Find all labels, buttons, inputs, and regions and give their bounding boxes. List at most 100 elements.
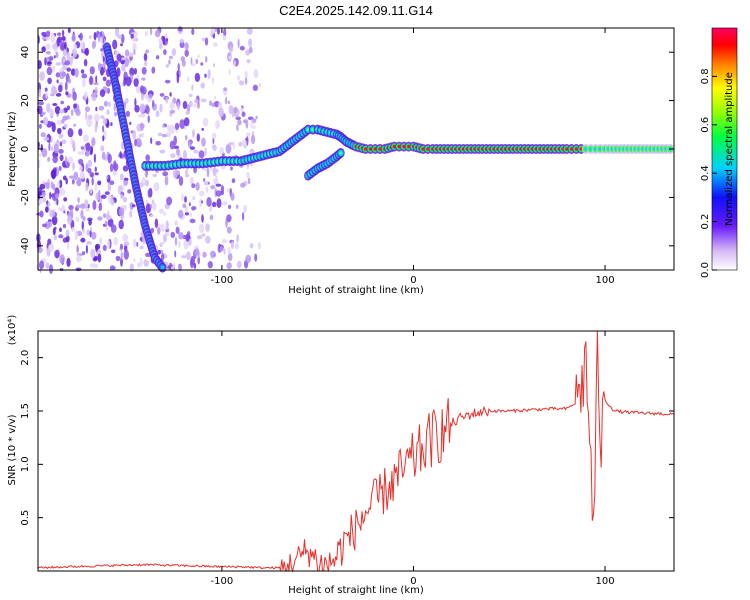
noise-speckle bbox=[87, 114, 93, 120]
x-tick-label: 100 bbox=[595, 576, 614, 587]
noise-speckle bbox=[73, 103, 77, 109]
track-point-core bbox=[598, 147, 602, 151]
noise-speckle bbox=[201, 137, 206, 147]
noise-speckle bbox=[41, 31, 47, 37]
snr-panel: -100 0 100 0.5 1.0 1.5 2.0 Height of straight … bbox=[7, 315, 675, 596]
noise-speckle bbox=[81, 149, 85, 155]
noise-speckle bbox=[165, 96, 169, 104]
noise-speckle bbox=[165, 220, 169, 231]
noise-speckle bbox=[95, 243, 101, 250]
noise-speckle bbox=[100, 194, 107, 199]
noise-speckle bbox=[66, 67, 72, 72]
noise-speckle bbox=[50, 32, 56, 43]
noise-speckle bbox=[187, 231, 191, 237]
noise-speckle bbox=[45, 43, 51, 50]
noise-speckle bbox=[59, 254, 65, 264]
noise-speckle bbox=[85, 244, 88, 254]
noise-speckle bbox=[53, 143, 59, 154]
track-point-core bbox=[392, 144, 396, 149]
noise-speckle bbox=[245, 119, 249, 129]
noise-speckle bbox=[124, 57, 130, 68]
noise-speckle bbox=[169, 55, 173, 60]
noise-speckle bbox=[244, 77, 248, 85]
noise-speckle bbox=[178, 232, 184, 240]
noise-speckle bbox=[114, 27, 120, 37]
noise-speckle bbox=[185, 212, 189, 216]
x-tick-label: 100 bbox=[595, 275, 614, 286]
noise-speckle bbox=[59, 179, 63, 189]
noise-speckle bbox=[233, 106, 238, 114]
noise-speckle bbox=[82, 216, 86, 222]
noise-speckle bbox=[225, 143, 232, 154]
noise-speckle bbox=[210, 185, 216, 190]
noise-speckle bbox=[134, 105, 140, 113]
noise-speckle bbox=[147, 189, 151, 198]
noise-speckle bbox=[246, 132, 251, 137]
noise-speckle bbox=[241, 140, 247, 146]
noise-speckle bbox=[41, 148, 48, 158]
noise-speckle bbox=[62, 115, 68, 121]
noise-speckle bbox=[223, 87, 228, 91]
noise-speckle bbox=[43, 182, 50, 186]
noise-speckle bbox=[55, 72, 60, 78]
noise-speckle bbox=[42, 223, 47, 228]
noise-speckle bbox=[70, 68, 76, 76]
noise-speckle bbox=[93, 153, 96, 163]
noise-speckle bbox=[197, 54, 200, 59]
noise-speckle bbox=[155, 110, 160, 118]
noise-speckle bbox=[169, 109, 176, 114]
noise-speckle bbox=[148, 93, 153, 99]
noise-speckle bbox=[120, 43, 123, 47]
noise-speckle bbox=[74, 230, 78, 241]
noise-speckle bbox=[65, 156, 68, 166]
noise-speckle bbox=[76, 254, 81, 263]
noise-speckle bbox=[86, 229, 90, 236]
noise-speckle bbox=[165, 131, 172, 138]
noise-speckle bbox=[132, 238, 137, 248]
noise-speckle bbox=[105, 79, 112, 87]
noise-speckle bbox=[152, 99, 155, 108]
noise-speckle bbox=[228, 204, 231, 209]
track-point-core bbox=[569, 147, 574, 151]
colorbar-gradient bbox=[711, 27, 738, 271]
noise-speckle bbox=[159, 43, 163, 50]
colorbar: 0.0 0.2 0.4 0.6 0.8 Normalized spectral ampl… bbox=[700, 27, 738, 278]
noise-speckle bbox=[185, 110, 190, 115]
noise-speckle bbox=[155, 140, 162, 146]
noise-speckle bbox=[193, 262, 197, 269]
noise-speckle bbox=[61, 65, 68, 71]
noise-speckle bbox=[71, 179, 75, 185]
noise-speckle bbox=[106, 109, 110, 115]
noise-speckle bbox=[86, 117, 93, 128]
noise-speckle bbox=[212, 201, 217, 208]
noise-speckle bbox=[58, 149, 64, 154]
noise-speckle bbox=[86, 149, 89, 157]
noise-speckle bbox=[144, 60, 148, 67]
noise-speckle bbox=[58, 234, 64, 239]
noise-speckle bbox=[252, 125, 256, 130]
noise-speckle bbox=[213, 42, 218, 47]
noise-speckle bbox=[79, 165, 83, 172]
noise-speckle bbox=[85, 110, 88, 121]
noise-speckle bbox=[105, 226, 109, 231]
noise-speckle bbox=[175, 226, 180, 234]
noise-speckle bbox=[116, 53, 122, 62]
noise-speckle bbox=[191, 183, 196, 189]
noise-speckle bbox=[45, 90, 48, 99]
noise-speckle bbox=[150, 204, 153, 209]
noise-speckle bbox=[209, 214, 214, 220]
noise-speckle bbox=[78, 128, 83, 137]
noise-speckle bbox=[70, 109, 74, 116]
noise-speckle bbox=[180, 56, 185, 62]
noise-speckle bbox=[113, 162, 119, 172]
noise-speckle bbox=[169, 92, 172, 97]
noise-speckle bbox=[216, 198, 222, 209]
spectrogram-axes: -100 0 100 -40 -20 0 20 40 bbox=[20, 28, 674, 286]
noise-speckle bbox=[125, 76, 132, 87]
noise-speckle bbox=[150, 27, 153, 36]
noise-speckle bbox=[206, 197, 212, 207]
noise-speckle bbox=[159, 208, 164, 214]
noise-speckle bbox=[70, 137, 73, 145]
noise-speckle bbox=[184, 49, 189, 57]
noise-speckle bbox=[47, 61, 52, 65]
